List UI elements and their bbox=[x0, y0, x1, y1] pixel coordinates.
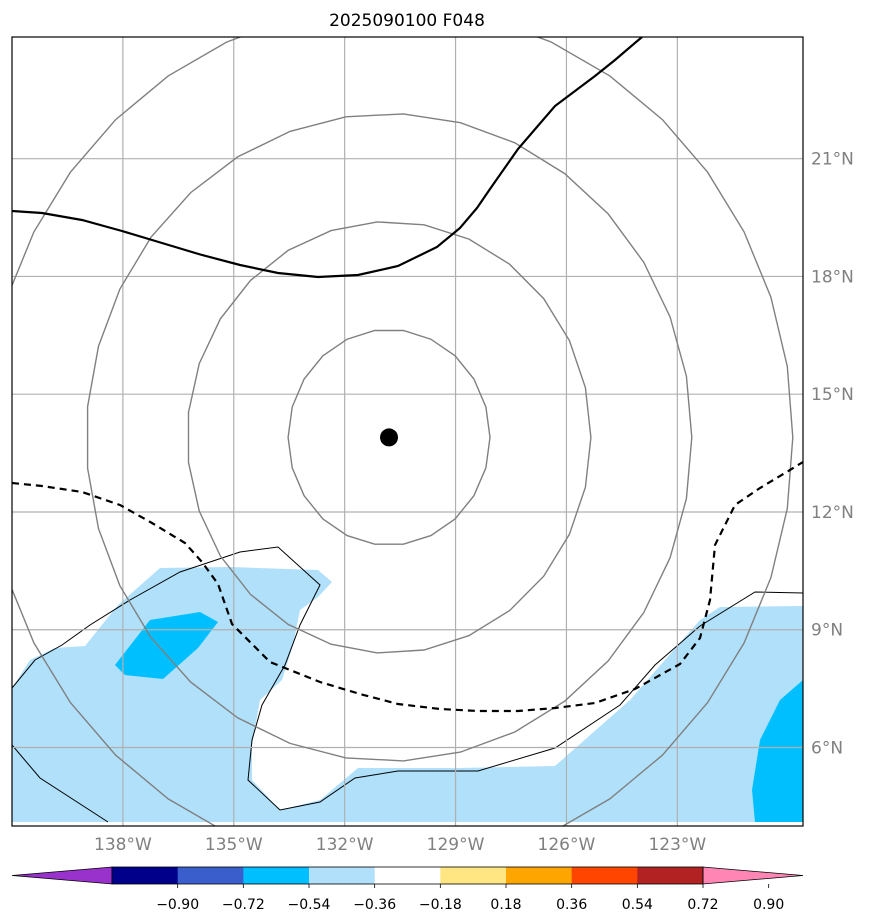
range-ring bbox=[86, 113, 693, 762]
longitude-label: 135°W bbox=[205, 835, 263, 855]
colorbar-segment bbox=[374, 867, 441, 884]
colorbar-tick-label: −0.18 bbox=[419, 897, 462, 913]
colorbar-tick-label: −0.36 bbox=[353, 897, 396, 913]
latitude-label: 6°N bbox=[811, 738, 843, 758]
shaded-region-deep-blue-east bbox=[752, 680, 803, 822]
longitude-label: 126°W bbox=[538, 835, 596, 855]
latitude-label: 12°N bbox=[811, 503, 854, 523]
shaded-region-light-blue bbox=[12, 567, 803, 822]
colorbar-tick-label: 0.90 bbox=[753, 897, 784, 913]
storm-center-marker bbox=[380, 428, 399, 447]
colorbar-tick-label: −0.72 bbox=[222, 897, 265, 913]
colorbar-extend-max bbox=[702, 866, 804, 885]
longitude-label: 138°W bbox=[94, 835, 152, 855]
colorbar-tick-label: −0.54 bbox=[288, 897, 331, 913]
range-ring bbox=[287, 329, 491, 545]
map-title: 2025090100 F048 bbox=[329, 11, 485, 31]
colorbar-segment bbox=[309, 867, 376, 884]
colorbar-tick-label: 0.36 bbox=[556, 897, 587, 913]
solid-contour bbox=[12, 37, 643, 279]
colorbar-frame bbox=[111, 866, 704, 885]
colorbar-tick-label: 0.18 bbox=[490, 897, 521, 913]
longitude-labels: 138°W 135°W 132°W 129°W 126°W 123°W bbox=[94, 835, 706, 855]
latitude-label: 18°N bbox=[811, 267, 854, 287]
shaded-region-deep-blue-west bbox=[115, 612, 218, 679]
colorbar-segment bbox=[243, 867, 310, 884]
range-ring bbox=[12, 37, 794, 826]
colorbar-tick-label: 0.54 bbox=[622, 897, 653, 913]
latitude-label: 21°N bbox=[811, 150, 854, 170]
colorbar-segment bbox=[506, 867, 573, 884]
thin-contour bbox=[12, 546, 803, 823]
colorbar-extend-min bbox=[11, 866, 113, 885]
range-ring bbox=[187, 221, 592, 654]
colorbar: −0.90 −0.72 −0.54 −0.36 −0.18 0.18 0.36 0.54 0.7… bbox=[11, 866, 804, 913]
longitude-label: 132°W bbox=[316, 835, 374, 855]
colorbar-tick-label: 0.72 bbox=[687, 897, 718, 913]
latitude-labels: 6°N 9°N 12°N 15°N 18°N 21°N bbox=[811, 150, 854, 759]
colorbar-segment bbox=[440, 867, 507, 884]
longitude-label: 123°W bbox=[648, 835, 706, 855]
graticule-grid bbox=[12, 37, 803, 826]
latitude-label: 9°N bbox=[811, 621, 843, 641]
colorbar-segment bbox=[637, 867, 704, 884]
longitude-label: 129°W bbox=[427, 835, 485, 855]
colorbar-segment bbox=[177, 867, 244, 884]
colorbar-segment bbox=[571, 867, 638, 884]
dashed-contour bbox=[12, 461, 803, 713]
plot-frame bbox=[11, 36, 804, 827]
colorbar-tick-label: −0.90 bbox=[156, 897, 199, 913]
latitude-label: 15°N bbox=[811, 385, 854, 405]
range-rings bbox=[12, 37, 794, 826]
colorbar-segment bbox=[112, 867, 179, 884]
